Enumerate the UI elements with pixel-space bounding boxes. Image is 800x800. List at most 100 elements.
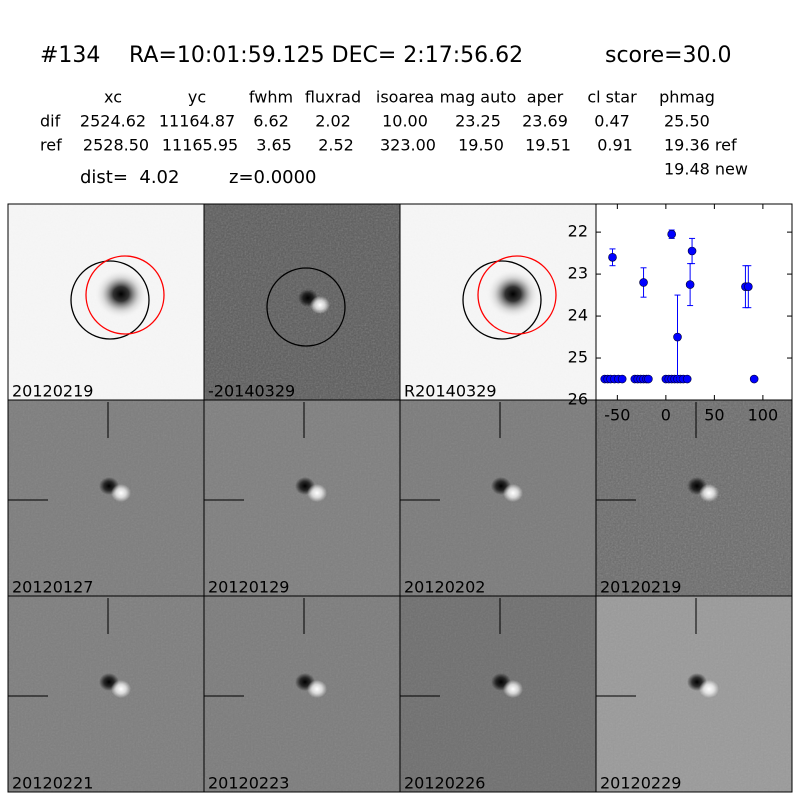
panel-label: 20120129 [208,578,289,597]
cell: 19.36 ref [664,136,737,155]
cell: 323.00 [380,136,436,155]
panel-label: 20120219 [600,578,681,597]
distance: dist= 4.02 [80,167,179,188]
plot-area [595,203,793,401]
image-noise [596,596,792,792]
panel-label: 20120221 [12,774,93,793]
y-tick-label: 24 [568,306,588,325]
x-tick-label: -50 [604,406,630,425]
cell: 3.65 [256,136,292,155]
panel-label: 20120202 [404,578,485,597]
score: score=30.0 [605,43,732,68]
image-noise [204,400,400,596]
cell: 2.52 [318,136,354,155]
point [682,374,692,384]
image-noise [8,400,204,596]
aperture [266,267,346,347]
image-panel: 20120127 [7,399,205,597]
x-tick-label: 100 [748,406,779,425]
aperture-ref [477,255,557,335]
y-tick-label: 25 [568,348,588,367]
dipole-bright [111,680,131,698]
column-header: mag auto [440,88,517,107]
candidate-id: #134 [40,43,100,68]
source [487,270,539,318]
image-panel: 20120223 [203,595,401,793]
y-tick-label: 26 [568,390,588,409]
image-panel: 20120221 [7,595,205,793]
cell: 10.00 [382,112,428,131]
image-panel: 20120202 [399,399,597,597]
cell: 2524.62 [80,112,146,131]
point [644,374,653,384]
point [608,253,617,262]
cell: 23.25 [455,112,501,131]
column-header: isoarea [376,88,434,107]
aperture-ref [85,255,165,335]
row-name: ref [40,136,62,155]
column-header: yc [188,88,206,107]
y-tick-label: 22 [568,222,588,241]
cell: 23.69 [522,112,568,131]
dipole-bright [699,680,719,698]
column-header: aper [527,88,564,107]
point [617,374,627,384]
aperture [462,260,542,340]
panel-label: 20120127 [12,578,93,597]
point [673,332,682,342]
dipole-bright [310,296,330,314]
cell: 6.62 [253,112,289,131]
dipole-bright [307,484,327,502]
cell: 19.50 [458,136,504,155]
image-noise [204,596,400,792]
panel-label: 20120219 [12,382,93,401]
column-header: fwhm [249,88,293,107]
image-panel: 20120226 [399,595,597,793]
cell: 11165.95 [162,136,238,155]
panel-label: R20140329 [404,382,497,401]
point [749,374,759,384]
cell: 11164.87 [159,112,235,131]
image-panel: 20120219 [7,203,205,401]
image-panel: 20120219 [595,399,793,597]
column-header: cl star [587,88,637,107]
panel-label: -20140329 [208,382,295,401]
cell: 0.47 [594,112,630,131]
cell: 19.51 [525,136,571,155]
column-header: phmag [659,88,715,107]
column-header: fluxrad [305,88,361,107]
panel-frame [595,595,793,793]
dipole-bright [111,484,131,502]
point [744,282,753,291]
row-name: dif [40,112,61,131]
dipole-bright [699,484,719,502]
image-noise [400,400,596,596]
dipole-bright [503,484,523,502]
panel-label: 20120223 [208,774,289,793]
point [687,246,697,256]
image-noise [596,400,792,596]
cell: 2528.50 [83,136,149,155]
source [95,270,147,318]
coordinates: RA=10:01:59.125 DEC= 2:17:56.62 [129,43,523,68]
point [639,278,648,287]
y-tick-label: 23 [568,264,588,283]
image-panel: 20120129 [203,399,401,597]
image-panel: 20120229 [595,595,793,793]
image-noise [8,596,204,792]
image-panel: -20140329 [203,203,401,401]
cell: 2.02 [315,112,351,131]
phmag-new: 19.48 new [664,160,748,179]
x-tick-label: 0 [661,406,671,425]
dipole-bright [307,680,327,698]
column-header: xc [104,88,122,107]
point [685,280,695,289]
panel-label: 20120229 [600,774,681,793]
panel-label: 20120226 [404,774,485,793]
point [667,229,676,239]
x-tick-label: 50 [704,406,724,425]
redshift: z=0.0000 [229,167,317,188]
image-panel: R20140329 [399,203,597,401]
dipole-bright [503,680,523,698]
